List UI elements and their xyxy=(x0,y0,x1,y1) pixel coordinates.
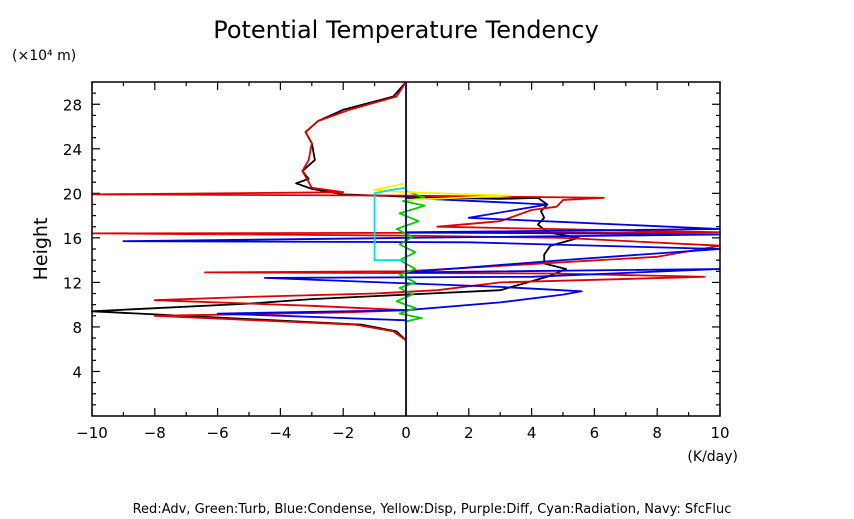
series-line-3 xyxy=(395,190,426,323)
x-tick-label: 0 xyxy=(401,424,411,442)
x-tick-label: −4 xyxy=(269,424,291,442)
x-tick-label: 4 xyxy=(527,424,537,442)
y-axis-label: Height xyxy=(30,218,52,281)
y-tick-label: 24 xyxy=(63,141,82,159)
y-unit-label: (×10⁴ m) xyxy=(12,48,76,64)
plot-lines xyxy=(91,81,721,416)
legend-caption: Red:Adv, Green:Turb, Blue:Condense, Yell… xyxy=(133,502,732,517)
y-tick-label: 8 xyxy=(72,319,82,337)
y-tick-label: 20 xyxy=(63,185,82,203)
series-line-0 xyxy=(91,81,580,341)
x-tick-label: −6 xyxy=(207,424,229,442)
series-line-5 xyxy=(373,186,407,262)
y-tick-label: 4 xyxy=(72,363,82,381)
x-unit-label: (K/day) xyxy=(687,449,738,465)
y-tick-label: 12 xyxy=(63,274,82,292)
x-tick-label: 10 xyxy=(710,424,729,442)
series-line-4 xyxy=(373,182,511,201)
x-tick-label: −2 xyxy=(332,424,354,442)
x-tick-label: 8 xyxy=(652,424,662,442)
x-tick-label: −10 xyxy=(76,424,108,442)
y-tick-label: 28 xyxy=(63,96,82,114)
x-tick-label: −8 xyxy=(144,424,166,442)
plot-frame xyxy=(91,81,721,417)
chart-title: Potential Temperature Tendency xyxy=(213,16,599,44)
x-tick-label: 2 xyxy=(464,424,474,442)
y-tick-label: 16 xyxy=(63,230,82,248)
x-tick-label: 6 xyxy=(590,424,600,442)
